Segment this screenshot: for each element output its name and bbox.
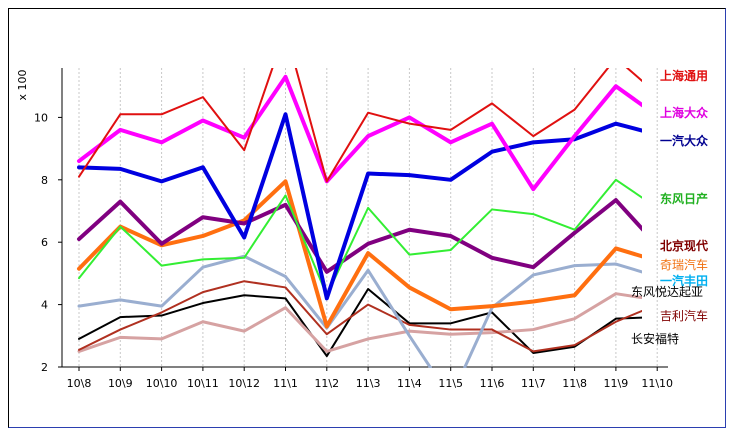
x-tick-label: 11\7 [521,377,546,390]
x-tick-label: 11\10 [641,377,673,390]
series-line [77,74,642,192]
x-tick-label: 11\9 [604,377,629,390]
x-tick-label: 11\2 [314,377,339,390]
x-tick-label: 11\8 [562,377,587,390]
series-line [77,112,642,301]
x-tick-label: 11\4 [397,377,422,390]
x-tick-label: 11\1 [273,377,298,390]
axes [58,68,668,371]
legend-label: 一汽大众 [660,133,709,148]
x-tick-label: 10\12 [228,377,260,390]
y-tick-label: 8 [41,174,48,187]
y-tick-label: 6 [41,236,48,249]
x-tick-label: 10\8 [67,377,92,390]
legend-label: 上海通用 [660,68,708,83]
series-line [78,288,642,358]
legend-label: 长安福特 [631,331,679,346]
series-line [77,292,642,353]
x-tick-label: 10\10 [146,377,178,390]
legend-label: 奇瑞汽车 [660,257,708,272]
series-line [78,68,642,183]
series-lines [77,68,642,368]
series-line [77,254,642,368]
tick-labels: 2 4 6 8 10 10\8 10\9 10\10 10\11 10\12 11\1 11\2 11\… [34,111,673,390]
x-tick-label: 10\11 [187,377,219,390]
x-tick-label: 11\3 [356,377,381,390]
series-line [78,178,642,297]
x-tick-label: 11\6 [480,377,505,390]
y-tick-label: 4 [41,299,48,312]
y-tick-label: 2 [41,361,48,374]
chart-frame [8,8,726,428]
legend-label: 东风悦达起亚 [631,285,703,299]
y-tick-label: 10 [34,111,48,124]
series-line [77,198,642,274]
x-tick-label: 10\9 [108,377,133,390]
legend-label: 东风日产 [660,191,708,206]
legend-label: 吉利汽车 [660,308,708,323]
legend-label: 北京现代 [660,238,708,253]
series-line [78,280,642,353]
legend: 上海通用上海大众一汽大众东风日产北京现代奇瑞汽车一汽丰田东风悦达起亚吉利汽车长安… [631,68,709,346]
x-tick-label: 11\5 [438,377,463,390]
series-line [77,179,642,329]
y-axis-label: x 100 [16,69,29,100]
legend-label: 一汽丰田 [660,273,708,288]
legend-label: 上海大众 [660,105,709,120]
